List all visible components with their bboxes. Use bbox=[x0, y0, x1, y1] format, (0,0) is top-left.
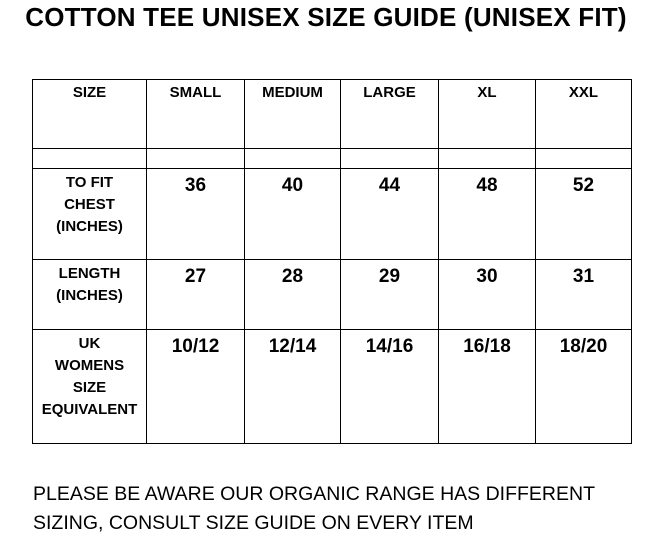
note-line: PLEASE BE AWARE OUR ORGANIC RANGE HAS DI… bbox=[33, 483, 595, 505]
size-guide-table: SIZE SMALL MEDIUM LARGE XL XXL TO FIT CHE… bbox=[32, 79, 632, 444]
header-cell: XXL bbox=[535, 79, 632, 149]
chest-row: TO FIT CHEST (INCHES) 36 40 44 48 52 bbox=[32, 168, 632, 260]
header-cell: LARGE bbox=[340, 79, 439, 149]
label-line: CHEST bbox=[64, 196, 115, 213]
label-line: (INCHES) bbox=[56, 287, 123, 304]
empty-cell bbox=[438, 148, 536, 169]
empty-cell bbox=[535, 148, 632, 169]
value-cell: 18/20 bbox=[535, 329, 632, 444]
label-line: (INCHES) bbox=[56, 218, 123, 235]
label-line: EQUIVALENT bbox=[41, 401, 138, 418]
value-cell: 48 bbox=[438, 168, 536, 260]
value-cell: 40 bbox=[244, 168, 341, 260]
value-cell: 27 bbox=[146, 259, 245, 330]
header-row: SIZE SMALL MEDIUM LARGE XL XXL bbox=[32, 79, 632, 149]
sizing-note: PLEASE BE AWARE OUR ORGANIC RANGE HAS DI… bbox=[33, 480, 595, 538]
row-label: TO FIT CHEST (INCHES) bbox=[32, 168, 147, 260]
value-cell: 10/12 bbox=[146, 329, 245, 444]
empty-cell bbox=[146, 148, 245, 169]
page-title: COTTON TEE UNISEX SIZE GUIDE (UNISEX FIT… bbox=[25, 2, 627, 32]
header-cell: SIZE bbox=[32, 79, 147, 149]
row-label: LENGTH (INCHES) bbox=[32, 259, 147, 330]
value-cell: 36 bbox=[146, 168, 245, 260]
value-cell: 14/16 bbox=[340, 329, 439, 444]
row-label: UK WOMENS SIZE EQUIVALENT bbox=[32, 329, 147, 444]
label-line: TO FIT bbox=[65, 174, 114, 191]
label-line: UK bbox=[78, 335, 101, 352]
empty-cell bbox=[244, 148, 341, 169]
value-cell: 52 bbox=[535, 168, 632, 260]
value-cell: 28 bbox=[244, 259, 341, 330]
length-row: LENGTH (INCHES) 27 28 29 30 31 bbox=[32, 259, 632, 330]
header-cell: SMALL bbox=[146, 79, 245, 149]
header-cell: XL bbox=[438, 79, 536, 149]
empty-cell bbox=[32, 148, 147, 169]
note-line: SIZING, CONSULT SIZE GUIDE ON EVERY ITEM bbox=[33, 512, 474, 534]
value-cell: 44 bbox=[340, 168, 439, 260]
label-line: SIZE bbox=[72, 379, 107, 396]
value-cell: 31 bbox=[535, 259, 632, 330]
label-line: WOMENS bbox=[54, 357, 125, 374]
value-cell: 30 bbox=[438, 259, 536, 330]
value-cell: 29 bbox=[340, 259, 439, 330]
label-line: LENGTH bbox=[58, 265, 121, 282]
value-cell: 16/18 bbox=[438, 329, 536, 444]
value-cell: 12/14 bbox=[244, 329, 341, 444]
empty-cell bbox=[340, 148, 439, 169]
empty-row bbox=[32, 148, 632, 169]
header-cell: MEDIUM bbox=[244, 79, 341, 149]
uk-size-row: UK WOMENS SIZE EQUIVALENT 10/12 12/14 14/16… bbox=[32, 329, 632, 444]
